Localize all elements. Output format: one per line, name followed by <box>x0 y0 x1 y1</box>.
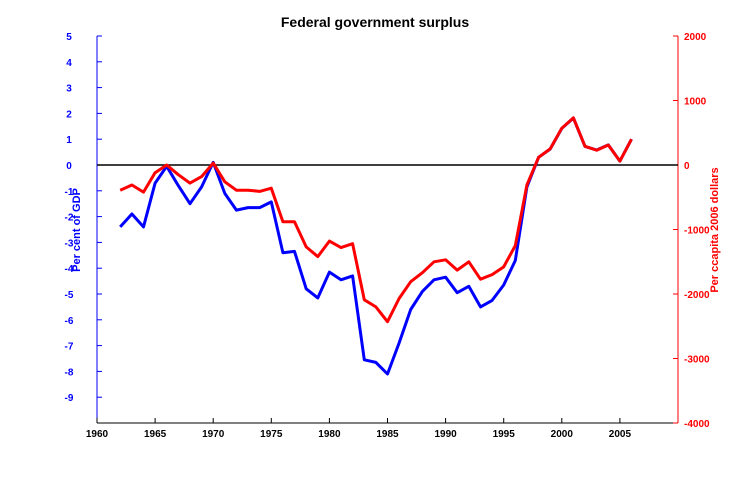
left-tick-label: 4 <box>66 58 72 69</box>
left-tick-label: -6 <box>65 316 74 327</box>
gdp-percent-line <box>120 118 631 374</box>
right-tick-label: -3000 <box>684 355 710 366</box>
left-tick-label: 3 <box>66 84 72 95</box>
left-tick-label: 2 <box>66 109 72 120</box>
x-tick-label: 1990 <box>434 429 457 440</box>
right-axis-label: Per ccapita 2006 dollars <box>709 167 721 292</box>
x-tick-label: 1965 <box>144 429 167 440</box>
left-axis-label: Per cent of GDP <box>71 188 83 272</box>
x-tick-label: 2005 <box>609 429 632 440</box>
left-tick-label: -4 <box>65 264 74 275</box>
x-tick-label: 2000 <box>551 429 574 440</box>
left-tick-label: -5 <box>65 290 74 301</box>
x-tick-label: 1995 <box>493 429 516 440</box>
x-tick-label: 1980 <box>318 429 341 440</box>
x-tick-label: 1970 <box>202 429 225 440</box>
right-tick-label: 1000 <box>684 97 707 108</box>
x-tick-label: 1975 <box>260 429 283 440</box>
right-tick-label: 2000 <box>684 32 707 43</box>
left-tick-label: -7 <box>65 342 74 353</box>
right-tick-label: 0 <box>684 161 690 172</box>
left-tick-label: 1 <box>66 135 72 146</box>
per-capita-line <box>120 118 631 322</box>
right-tick-label: -1000 <box>684 226 710 237</box>
left-tick-label: -3 <box>65 238 74 249</box>
chart-title: Federal government surplus <box>281 14 469 30</box>
right-tick-label: -2000 <box>684 290 710 301</box>
right-tick-label: -4000 <box>684 419 710 430</box>
x-tick-label: 1960 <box>86 429 109 440</box>
left-tick-label: 5 <box>66 32 72 43</box>
left-tick-label: -8 <box>65 367 74 378</box>
left-tick-label: -9 <box>65 393 74 404</box>
x-tick-label: 1985 <box>376 429 399 440</box>
left-tick-label: -2 <box>65 213 74 224</box>
left-tick-label: -1 <box>65 187 74 198</box>
left-tick-label: 0 <box>66 161 72 172</box>
